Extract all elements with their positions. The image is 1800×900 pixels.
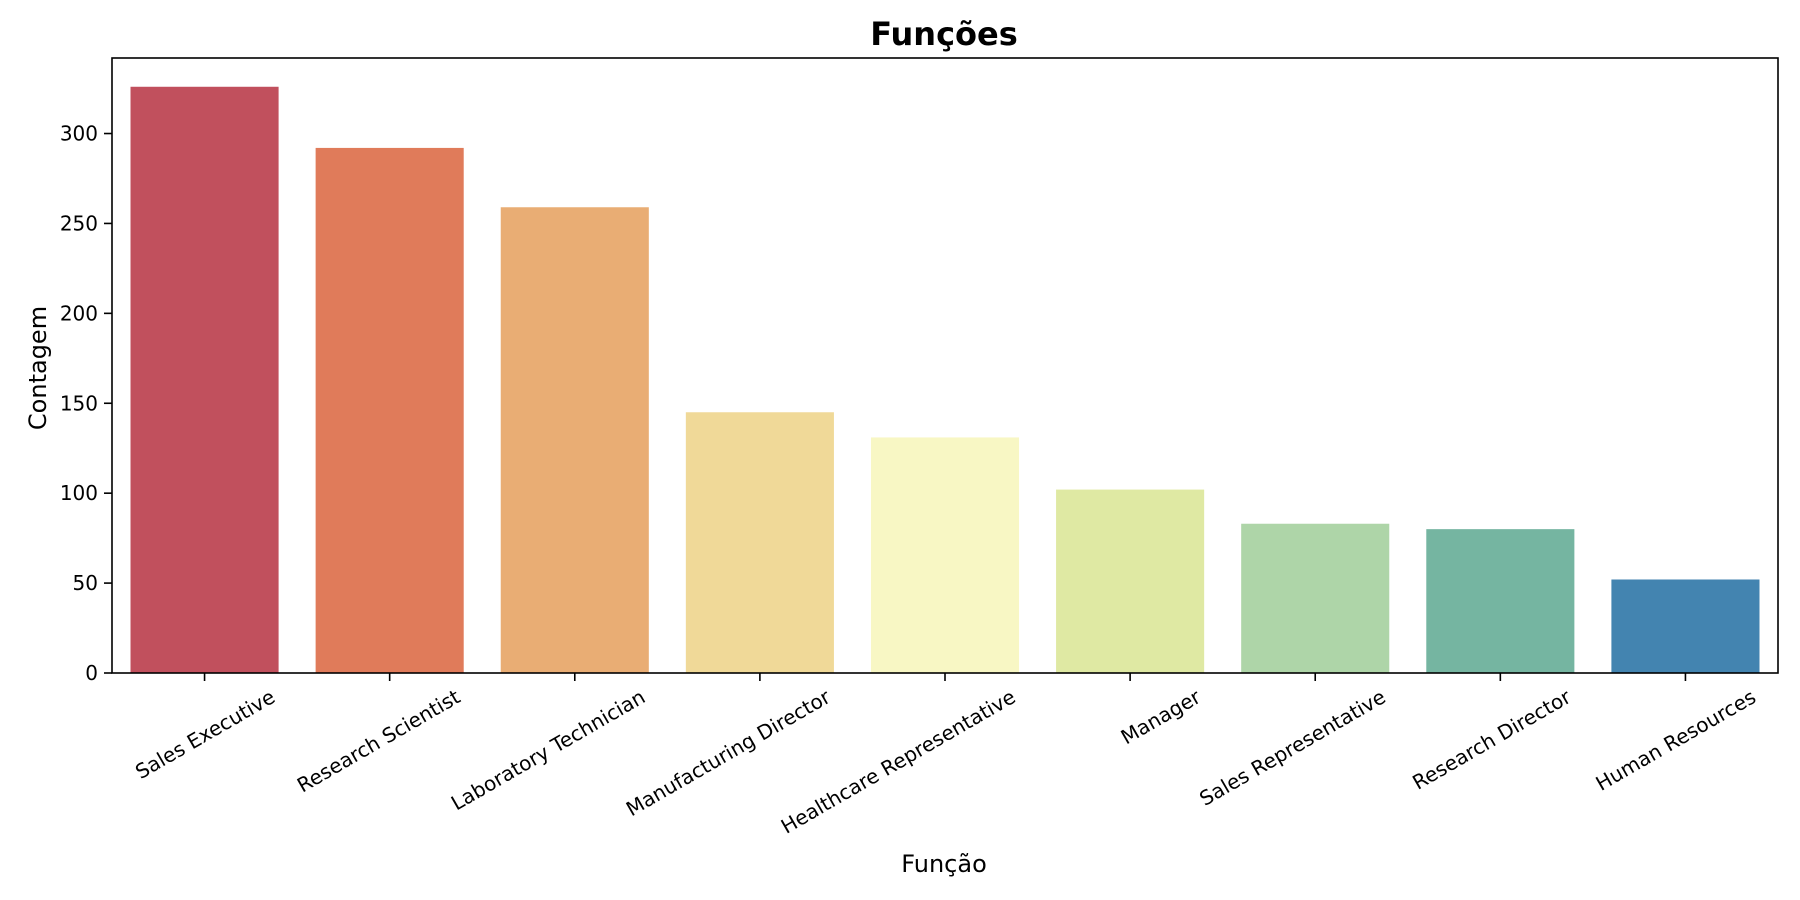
bar-sales-representative <box>1241 523 1390 673</box>
y-tick-label: 100 <box>60 481 98 505</box>
bar-healthcare-representative <box>870 437 1020 673</box>
bar-research-scientist <box>315 147 464 673</box>
y-tick-label: 50 <box>73 571 98 595</box>
y-axis-label: Contagem <box>24 306 52 430</box>
bar-sales-executive <box>130 86 279 674</box>
y-tick-label: 250 <box>60 211 98 235</box>
bars-group <box>130 86 1760 674</box>
bar-manufacturing-director <box>685 412 834 673</box>
plot-frame <box>111 57 1779 674</box>
y-tick-label: 300 <box>60 122 98 146</box>
chart-title: Funções <box>870 15 1018 53</box>
bar-manager <box>1056 489 1205 673</box>
x-axis-label: Função <box>901 850 987 878</box>
y-tick-label: 200 <box>60 301 98 325</box>
bar-human-resources <box>1611 579 1760 673</box>
bar-laboratory-technician <box>500 207 649 673</box>
y-axis: 0 50 100 150 200 250 300 <box>60 122 112 685</box>
y-tick-label: 0 <box>85 661 98 685</box>
y-tick-label: 150 <box>60 391 98 415</box>
bar-research-director <box>1426 529 1575 673</box>
